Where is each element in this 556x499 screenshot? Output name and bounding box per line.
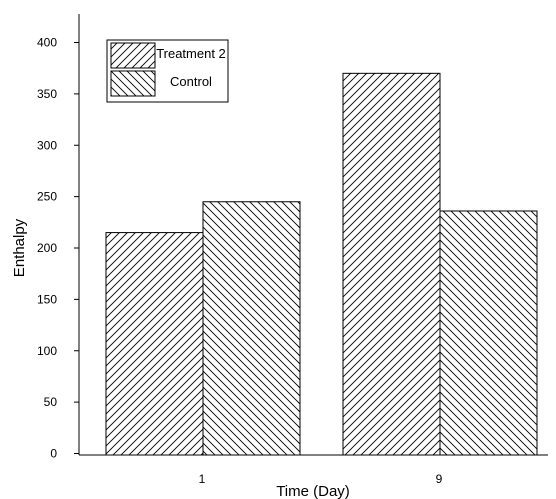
y-tick-label: 300 (37, 138, 57, 152)
y-tick-label: 400 (37, 36, 57, 50)
legend-label: Treatment 2 (156, 46, 226, 61)
x-tick-label: 9 (436, 472, 443, 486)
y-axis-title: Enthalpy (11, 218, 28, 277)
x-tick-label: 1 (199, 472, 206, 486)
legend-swatch-treatment-2 (110, 42, 156, 69)
bar-treatment-2-day-9 (342, 72, 441, 456)
y-tick-label: 250 (37, 190, 57, 204)
y-tick-label: 200 (37, 241, 57, 255)
x-axis-title: Time (Day) (276, 483, 350, 499)
legend-label: Control (170, 74, 212, 89)
y-ticks-group: 0 50 100 150 200 250 300 350 400 (37, 36, 79, 461)
y-tick-label: 50 (44, 395, 58, 409)
y-tick-label: 350 (37, 87, 57, 101)
bar-control-day-1 (202, 201, 301, 456)
legend: Treatment 2 Control (106, 39, 229, 103)
y-tick-label: 100 (37, 344, 57, 358)
y-tick-label: 150 (37, 292, 57, 306)
axes-group (78, 14, 548, 456)
bar-treatment-2-day-1 (105, 232, 204, 456)
y-tick-label: 0 (50, 447, 57, 461)
bar-control-day-9 (439, 210, 538, 456)
legend-swatch-control (110, 70, 156, 97)
bars-group (105, 72, 538, 456)
